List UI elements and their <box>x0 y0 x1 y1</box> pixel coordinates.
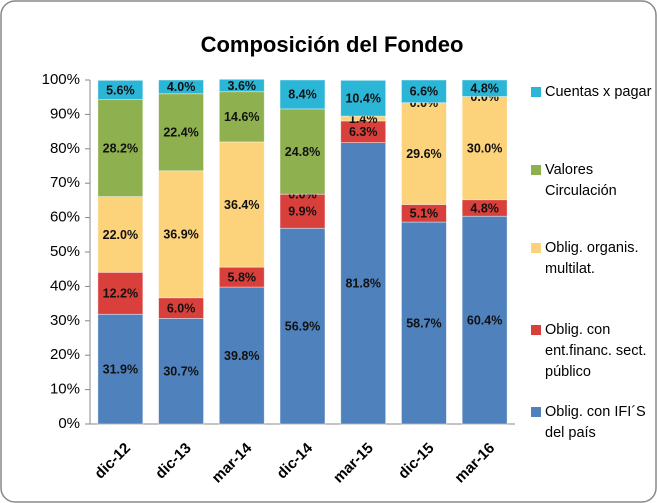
bar-segment <box>401 79 447 104</box>
data-label: 14.6% <box>224 110 259 124</box>
y-tick-label: 80% <box>50 140 80 157</box>
data-label: 30.0% <box>467 141 502 155</box>
bar-segment <box>158 79 204 95</box>
y-tick-label: 50% <box>50 243 80 260</box>
bar-segment <box>279 79 326 110</box>
y-tick-label: 20% <box>50 346 80 363</box>
chart-title: Composición del Fondeo <box>201 32 464 57</box>
data-label: 28.2% <box>103 141 138 155</box>
legend-label: Oblig. con IFI´S del país <box>545 404 646 441</box>
bar-segment <box>158 93 204 172</box>
bar-segment <box>158 170 204 299</box>
bar-segment <box>279 108 326 195</box>
data-label: 56.9% <box>285 319 320 333</box>
bar-segment <box>97 313 144 425</box>
data-label: 58.7% <box>406 316 441 330</box>
y-tick-label: 30% <box>50 312 80 329</box>
bar-segment <box>401 102 447 205</box>
data-label: 4.8% <box>470 201 499 215</box>
legend-swatch <box>531 87 541 97</box>
bar-segment <box>461 96 508 201</box>
bar-segment <box>218 141 265 268</box>
data-label: 36.4% <box>224 198 259 212</box>
bar-segment <box>97 271 144 315</box>
data-label: 10.4% <box>345 92 380 106</box>
y-tick-label: 90% <box>50 105 80 122</box>
y-tick-label: 40% <box>50 277 80 294</box>
data-label: 39.8% <box>224 349 259 363</box>
data-label: 29.6% <box>406 147 441 161</box>
bar-segment <box>461 79 508 97</box>
data-label: 6.0% <box>167 301 196 315</box>
data-label: 9.9% <box>288 205 317 219</box>
data-label: 24.8% <box>285 145 320 159</box>
y-tick-label: 60% <box>50 209 80 226</box>
data-label: 6.6% <box>410 85 439 99</box>
data-label: 60.4% <box>467 313 502 327</box>
data-label: 4.0% <box>167 80 196 94</box>
legend-swatch <box>531 165 541 175</box>
y-tick-label: 0% <box>58 415 80 432</box>
legend-label: Valores Circulación <box>545 162 617 199</box>
bar-segment <box>279 227 326 425</box>
y-tick-label: 100% <box>42 71 80 88</box>
legend-swatch <box>531 243 541 253</box>
data-label: 81.8% <box>345 277 380 291</box>
bar-segment <box>97 79 144 101</box>
data-label: 22.0% <box>103 228 138 242</box>
bar-segment <box>97 99 144 198</box>
data-label: 5.6% <box>106 83 135 97</box>
data-label: 12.2% <box>103 287 138 301</box>
legend-label: Cuentas x pagar <box>545 84 652 100</box>
data-label: 31.9% <box>103 362 138 376</box>
data-label: 8.4% <box>288 88 317 102</box>
bar-segment <box>218 78 265 93</box>
data-label: 4.8% <box>470 82 499 96</box>
legend-swatch <box>531 325 541 335</box>
bar-segment <box>340 142 387 425</box>
data-label: 5.1% <box>410 207 439 221</box>
data-label: 3.6% <box>228 79 257 93</box>
data-label: 22.4% <box>163 126 198 140</box>
data-label: 30.7% <box>163 364 198 378</box>
bar-segment <box>401 221 447 425</box>
legend-label: Oblig. con ent.financ. sect. público <box>545 322 647 380</box>
y-tick-label: 70% <box>50 174 80 191</box>
bar-segment <box>218 91 265 143</box>
bar-segment <box>340 79 387 117</box>
data-label: 5.8% <box>228 270 257 284</box>
legend-swatch <box>531 407 541 417</box>
data-label: 6.3% <box>349 125 378 139</box>
bar-segment <box>158 317 204 425</box>
bar-segment <box>218 286 265 425</box>
y-tick-label: 10% <box>50 381 80 398</box>
data-label: 36.9% <box>163 228 198 242</box>
legend-label: Oblig. organis. multilat. <box>545 240 639 277</box>
